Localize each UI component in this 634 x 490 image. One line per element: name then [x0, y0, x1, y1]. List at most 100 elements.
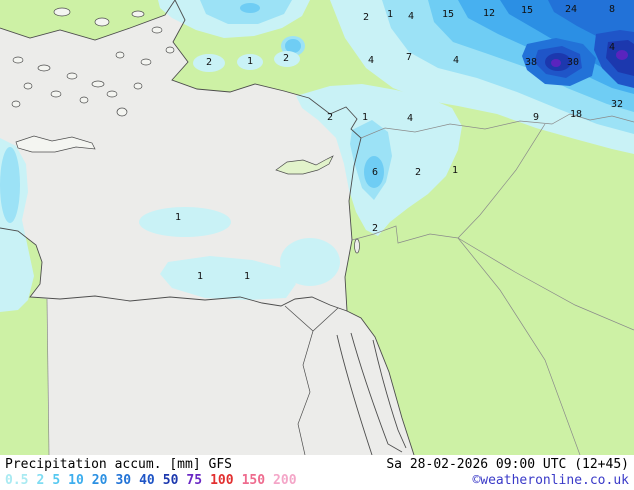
coast-gulf-suez-west [336, 334, 373, 455]
map-title: Precipitation accum. [mm] GFS [5, 457, 232, 472]
map-timestamp: Sa 28-02-2026 09:00 UTC (12+45) [386, 457, 629, 472]
precip-value-label: 2 [206, 57, 212, 68]
copyright-link[interactable]: ©weatheronline.co.uk [472, 473, 629, 488]
precip-value-label: 1 [362, 112, 368, 123]
island-crete [15, 135, 96, 153]
precip-value-label: 18 [570, 109, 582, 120]
coast-gulf-aqaba-west [372, 339, 407, 449]
precip-corner-75 [616, 50, 628, 60]
island [50, 90, 62, 98]
precip-sw-turkey-c [274, 51, 300, 67]
precip-value-label: 4 [368, 55, 374, 66]
legend-value: 5 [52, 473, 61, 488]
precip-value-label: 15 [521, 5, 533, 16]
precip-egypt-a [139, 207, 231, 237]
island [165, 46, 175, 54]
border-iraq-saudi [457, 237, 634, 331]
legend-value: 30 [115, 473, 132, 488]
precip-value-label: 2 [363, 12, 369, 23]
land-greece-corner [0, 0, 175, 40]
precip-sw-turkey-b [237, 54, 263, 70]
island [12, 56, 24, 64]
island [66, 72, 78, 80]
legend-value: 20 [91, 473, 108, 488]
island [53, 7, 71, 17]
precip-value-label: 4 [609, 42, 615, 53]
precip-value-label: 4 [407, 113, 413, 124]
coastlines [0, 0, 415, 455]
island [115, 51, 125, 59]
precip-value-label: 24 [565, 4, 577, 15]
caption-row-title: Precipitation accum. [mm] GFS Sa 28-02-2… [0, 455, 634, 473]
island-cyprus [275, 155, 334, 175]
island [94, 17, 110, 27]
precip-value-label: 1 [197, 271, 203, 282]
legend-value: 200 [273, 473, 297, 488]
precip-value-label: 2 [415, 167, 421, 178]
precip-value-label: 2 [283, 53, 289, 64]
precip-value-label: 8 [609, 4, 615, 15]
island [140, 58, 152, 66]
legend-value: 75 [186, 473, 203, 488]
island [11, 100, 21, 108]
caption-bar: Precipitation accum. [mm] GFS Sa 28-02-2… [0, 455, 634, 490]
coast-gulf-suez-east [350, 332, 403, 453]
island [133, 82, 143, 90]
rivers [284, 305, 339, 455]
precip-core-75 [551, 59, 561, 67]
precip-value-label: 32 [611, 99, 623, 110]
precip-value-label: 1 [247, 56, 253, 67]
coast-aegean-levant [171, 0, 415, 455]
island [23, 82, 33, 90]
legend-value: 100 [210, 473, 234, 488]
legend: 0.5 2 5 10 20 30 40 50 75 100 150 200 [5, 473, 305, 489]
precip-sw-turkey-a [193, 54, 225, 72]
precip-value-label: 2 [327, 112, 333, 123]
precip-spot-5mm [285, 39, 301, 53]
precip-value-label: 6 [372, 167, 378, 178]
border-saudi-south [457, 237, 581, 455]
border-turkey-syria [360, 113, 634, 139]
legend-value: 40 [139, 473, 155, 488]
legend-value: 50 [162, 473, 179, 488]
precip-egypt-c [280, 238, 340, 286]
island [79, 96, 89, 104]
precip-value-label: 1 [175, 212, 181, 223]
border-syria-iraq [457, 123, 546, 239]
island [106, 90, 118, 98]
island-rhodes [116, 107, 128, 117]
precipitation-layers [0, 0, 634, 312]
legend-value: 0.5 [5, 473, 29, 488]
island [131, 10, 145, 18]
caption-row-legend: 0.5 2 5 10 20 30 40 50 75 100 150 200 ©weatheronlin… [0, 473, 634, 489]
legend-value: 150 [241, 473, 266, 488]
island [151, 26, 163, 34]
legend-value: 2 [36, 473, 45, 488]
coast-greece [0, 0, 176, 41]
precip-value-label: 1 [452, 165, 458, 176]
precip-value-label: 7 [406, 52, 412, 63]
nile-river [297, 330, 314, 455]
precip-west-strip-2 [0, 147, 20, 223]
precip-nw-5 [240, 3, 260, 13]
precip-value-label: 12 [483, 8, 495, 19]
precip-value-label: 4 [408, 11, 414, 22]
borders [46, 113, 634, 455]
legend-value: 10 [68, 473, 84, 488]
coast-africa [0, 227, 348, 312]
dead-sea [354, 238, 360, 254]
precip-egypt-b [160, 256, 296, 300]
border-jordan-saudi [351, 225, 459, 244]
island [91, 80, 105, 88]
precip-value-label: 38 [525, 57, 537, 68]
precip-center-5 [364, 156, 384, 188]
precip-value-label: 9 [533, 112, 539, 123]
islands [11, 7, 360, 254]
border-egypt-libya [46, 298, 50, 455]
precip-value-label: 1 [244, 271, 250, 282]
island [37, 64, 51, 72]
precip-value-label: 2 [372, 223, 378, 234]
